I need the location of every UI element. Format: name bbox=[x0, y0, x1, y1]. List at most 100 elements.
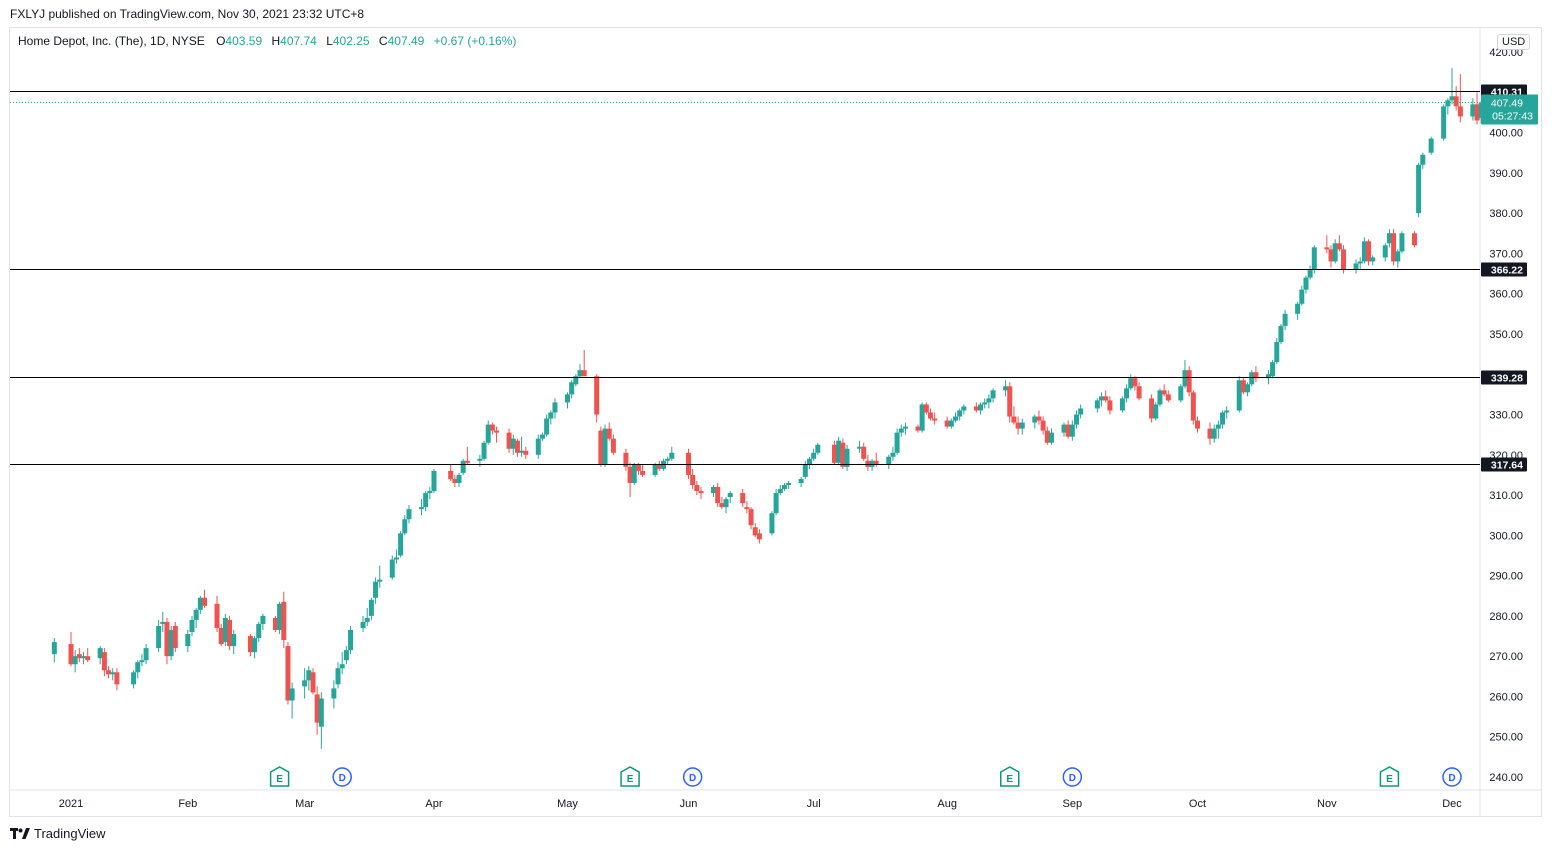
candle-body bbox=[727, 493, 733, 498]
time-axis[interactable]: 2021 Feb Mar Apr May Jun Jul Aug Sep Oct Nov Dec bbox=[59, 798, 1463, 810]
horizontal-line-price-tag bbox=[1481, 457, 1527, 472]
event-letter: E bbox=[276, 774, 283, 785]
dividend-marker[interactable]: D bbox=[332, 767, 352, 787]
candle bbox=[1411, 231, 1417, 248]
candle bbox=[806, 456, 812, 469]
candle-body bbox=[1265, 374, 1271, 379]
candle bbox=[106, 666, 112, 679]
candle bbox=[1453, 86, 1459, 111]
candle-body bbox=[156, 625, 162, 649]
candle-body bbox=[1107, 400, 1113, 411]
candle bbox=[811, 448, 817, 461]
candle-body bbox=[1032, 416, 1038, 423]
candle-body bbox=[1136, 386, 1142, 399]
candle-body bbox=[85, 656, 91, 661]
candle-body bbox=[953, 416, 959, 421]
dividend-marker[interactable]: D bbox=[1442, 767, 1462, 787]
candle-body bbox=[564, 394, 570, 403]
candle-body bbox=[1474, 104, 1480, 121]
candle-body bbox=[802, 464, 808, 477]
candle bbox=[982, 398, 988, 409]
candle bbox=[452, 474, 458, 487]
candle-body bbox=[272, 617, 278, 630]
candle bbox=[456, 472, 462, 487]
candle bbox=[1044, 426, 1050, 445]
candle-body bbox=[577, 370, 583, 377]
earnings-marker[interactable]: E bbox=[269, 766, 290, 787]
candle bbox=[986, 394, 992, 409]
candle-body bbox=[373, 581, 379, 598]
price-axis[interactable]: 240.00 250.00 260.00 270.00 280.00 290.00 300.… bbox=[1489, 47, 1523, 784]
earnings-marker[interactable]: E bbox=[1000, 766, 1020, 787]
candle-body bbox=[310, 672, 316, 693]
candle bbox=[927, 408, 933, 421]
candle bbox=[802, 460, 808, 479]
tradingview-logo[interactable]: TradingView bbox=[10, 826, 106, 841]
candle-body bbox=[506, 432, 512, 449]
candle bbox=[1040, 416, 1046, 435]
candle-body bbox=[1065, 424, 1071, 437]
candle bbox=[135, 660, 141, 679]
candle-body bbox=[973, 406, 979, 411]
candle bbox=[990, 388, 996, 403]
candle-body bbox=[1361, 241, 1367, 262]
candle bbox=[1382, 243, 1388, 262]
candle bbox=[256, 621, 262, 643]
candle bbox=[510, 434, 516, 455]
candle bbox=[489, 422, 495, 435]
candle bbox=[798, 476, 804, 487]
candle bbox=[247, 634, 253, 657]
candle bbox=[1299, 285, 1305, 306]
candle-body bbox=[1274, 342, 1280, 363]
candle bbox=[698, 487, 704, 500]
candle bbox=[1370, 255, 1376, 266]
candle bbox=[690, 468, 696, 490]
candle-body bbox=[1178, 386, 1184, 401]
candle-body bbox=[189, 619, 195, 632]
candle-body bbox=[569, 382, 575, 395]
candle bbox=[506, 428, 512, 453]
candle-body bbox=[81, 656, 87, 659]
candle bbox=[832, 440, 838, 465]
candle-body bbox=[1270, 362, 1276, 377]
candle-body bbox=[1215, 424, 1221, 429]
earnings-marker[interactable]: E bbox=[1379, 766, 1400, 787]
candle-body bbox=[1303, 277, 1309, 290]
candle bbox=[485, 420, 491, 445]
candle-body bbox=[744, 507, 750, 510]
candle bbox=[285, 642, 291, 705]
currency-button[interactable]: USD bbox=[1497, 34, 1531, 50]
candle bbox=[156, 619, 162, 653]
candle-body bbox=[51, 642, 57, 655]
candle-body bbox=[915, 426, 921, 431]
candle bbox=[185, 629, 191, 653]
candle bbox=[1445, 98, 1451, 115]
candle-body bbox=[1324, 247, 1330, 250]
dividend-marker[interactable]: D bbox=[682, 767, 703, 787]
candle-body bbox=[719, 503, 725, 508]
candle bbox=[1132, 376, 1138, 391]
candle-body bbox=[1441, 106, 1447, 139]
dividend-marker[interactable]: D bbox=[1062, 767, 1083, 787]
candle-body bbox=[260, 615, 266, 624]
candle bbox=[189, 615, 195, 637]
earnings-marker[interactable]: E bbox=[620, 766, 640, 787]
candle bbox=[844, 444, 850, 471]
candle-body bbox=[902, 426, 908, 429]
candle-body bbox=[1103, 396, 1109, 401]
published-line: FXLYJ published on TradingView.com, Nov … bbox=[10, 7, 365, 21]
candle bbox=[1328, 245, 1334, 268]
candle bbox=[164, 617, 170, 665]
candle bbox=[1153, 402, 1159, 421]
candle bbox=[723, 497, 729, 514]
candle-body bbox=[1190, 392, 1196, 421]
chart-frame[interactable] bbox=[9, 27, 1542, 817]
candle bbox=[1099, 392, 1105, 407]
candle bbox=[202, 589, 208, 608]
candle-body bbox=[76, 654, 82, 659]
last-price-tag bbox=[1481, 94, 1538, 125]
candle bbox=[781, 482, 787, 492]
